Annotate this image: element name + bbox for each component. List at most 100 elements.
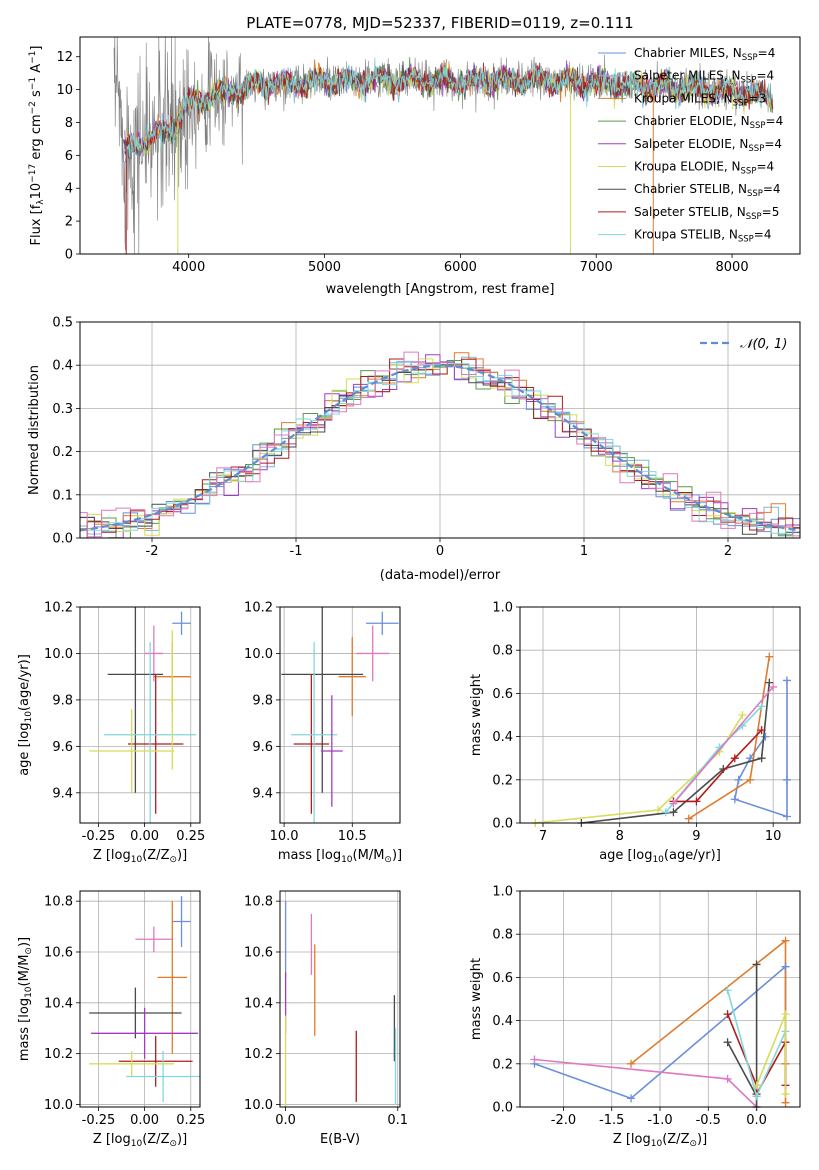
y-tick-label: 0.0: [492, 1101, 513, 1116]
residuals-ylabel: Normed distribution: [27, 365, 42, 495]
x-tick-label: 1: [580, 544, 588, 559]
y-tick-label: 10.4: [44, 996, 73, 1011]
series-marker: [738, 711, 747, 719]
mass_weight_vs_Z-frame: [519, 890, 801, 1108]
x-tick-label: 0.0: [746, 1113, 767, 1128]
mass_vs_ebv-axes: 0.0 0.1 10.0 10.2 10.4 10.6 10.8: [244, 891, 408, 1128]
series-line: [755, 1013, 787, 1094]
y-tick-label: 4: [65, 182, 73, 197]
series-marker: [752, 1092, 761, 1101]
x-tick-label: 10: [765, 829, 782, 844]
series-line: [535, 714, 744, 824]
series-marker: [765, 652, 774, 661]
series-marker: [730, 795, 739, 804]
legend-label: Salpeter MILES, NSSP=4: [634, 69, 774, 86]
y-tick-label: 9.4: [52, 786, 73, 801]
series-marker: [730, 754, 739, 763]
hist-chabrier_elodie: [80, 360, 800, 538]
series-marker: [723, 986, 732, 995]
series-marker: [669, 799, 678, 808]
x-tick-label: 0.25: [176, 829, 205, 844]
series-marker: [723, 1010, 732, 1019]
mass_vs_Z-frame: [79, 890, 201, 1108]
spectrum-lines: [113, 37, 774, 254]
series-marker: [782, 775, 791, 784]
y-tick-label: 10.6: [44, 945, 73, 960]
series-marker: [669, 808, 678, 817]
age_vs_Z-points: [89, 607, 197, 823]
series-marker: [782, 812, 791, 821]
x-tick-label: 0.00: [130, 829, 159, 844]
series-marker: [661, 808, 670, 817]
y-tick-label: 10.2: [244, 601, 273, 616]
series-marker: [627, 1094, 636, 1103]
series-marker: [757, 702, 766, 711]
legend-label: Salpeter STELIB, NSSP=5: [634, 205, 779, 222]
series-line: [672, 686, 774, 805]
series-marker: [723, 1074, 732, 1083]
age-vs-z-xlabel: Z [log10(Z/Z⊙)]: [93, 848, 187, 865]
y-tick-label: 10.8: [244, 895, 273, 910]
hist-pink: [80, 351, 800, 538]
legend-label: 𝒩(0, 1): [740, 337, 787, 352]
series-marker: [530, 1055, 539, 1064]
y-tick-label: 9.6: [52, 740, 73, 755]
y-tick-label: 1.0: [492, 601, 513, 616]
x-tick-label: -1.5: [599, 1113, 624, 1128]
mass_vs_Z-axes: -0.25 0.00 0.25 10.0 10.2 10.4 10.6 10.8: [44, 891, 205, 1128]
x-tick-label: 0.25: [176, 1113, 205, 1128]
y-tick-label: 12: [56, 50, 73, 65]
y-tick-label: 10.0: [44, 1098, 73, 1113]
y-tick-label: 10.4: [244, 996, 273, 1011]
y-tick-label: 0.5: [52, 316, 73, 331]
y-tick-label: 10.6: [244, 945, 273, 960]
spectrum-frame: [79, 36, 801, 255]
series-marker: [761, 732, 770, 741]
y-tick-label: 0.6: [492, 687, 513, 702]
y-tick-label: 2: [65, 215, 73, 230]
series-marker: [769, 682, 778, 691]
mass-ylabel: mass [log10(M/M⊙)]: [17, 937, 34, 1061]
x-tick-label: -2.0: [551, 1113, 576, 1128]
series-marker: [692, 797, 701, 806]
age-vs-mass-xlabel: mass [log10(M/M⊙)]: [278, 848, 402, 865]
y-tick-label: 9.4: [252, 786, 273, 801]
series-marker: [752, 960, 761, 969]
mw-z-ylabel: mass weight: [469, 958, 484, 1040]
y-tick-label: 0.2: [52, 445, 73, 460]
x-tick-label: 5000: [308, 260, 341, 275]
y-tick-label: 10.0: [44, 647, 73, 662]
x-tick-label: -0.25: [82, 829, 116, 844]
y-tick-label: 8: [65, 116, 73, 131]
y-tick-label: 10.2: [44, 601, 73, 616]
y-tick-label: 10: [56, 83, 73, 98]
x-tick-label: 8000: [716, 260, 749, 275]
y-tick-label: 0.0: [52, 532, 73, 547]
mass_weight_vs_age-series: [531, 652, 791, 827]
x-tick-label: 0.1: [387, 1113, 408, 1128]
series-marker: [757, 726, 766, 735]
legend-label: Chabrier STELIB, NSSP=4: [634, 182, 781, 199]
x-tick-label: -1.0: [647, 1113, 672, 1128]
y-tick-label: 0.8: [492, 644, 513, 659]
spectrum-ylabel: Flux [fλ10−17 erg cm−2 s−1 A−1]: [28, 46, 46, 246]
y-tick-label: 0.2: [492, 1057, 513, 1072]
x-tick-label: 7: [539, 829, 547, 844]
series-marker: [752, 1081, 761, 1090]
model-kroupa_stelib: [125, 57, 774, 161]
residual-hists: [80, 351, 800, 538]
y-tick-label: 0.1: [52, 488, 73, 503]
y-tick-label: 0.4: [492, 730, 513, 745]
y-tick-label: 0.8: [492, 928, 513, 943]
y-tick-label: 9.6: [252, 740, 273, 755]
series-marker: [781, 1098, 790, 1107]
series-marker: [765, 678, 774, 687]
x-tick-label: 0.00: [130, 1113, 159, 1128]
y-tick-label: 0.2: [492, 773, 513, 788]
age-ylabel: age [log10(age/yr)]: [17, 654, 34, 776]
mass_vs_Z-points: [89, 896, 200, 1102]
series-marker: [782, 676, 791, 685]
legend-label: Salpeter ELODIE, NSSP=4: [634, 137, 782, 154]
series-marker: [781, 936, 790, 945]
